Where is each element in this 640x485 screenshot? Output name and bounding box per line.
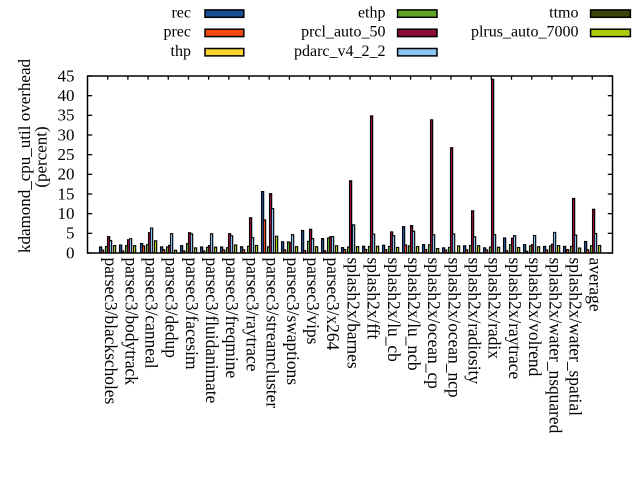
svg-text:parsec3/raytrace: parsec3/raytrace <box>242 258 262 372</box>
svg-text:splash2x/radix: splash2x/radix <box>485 258 505 360</box>
svg-text:splash2x/lu_cb: splash2x/lu_cb <box>384 258 404 363</box>
svg-text:splash2x/water_nsquared: splash2x/water_nsquared <box>545 258 565 434</box>
svg-text:splash2x/volrend: splash2x/volrend <box>525 258 545 377</box>
svg-text:5: 5 <box>66 224 75 243</box>
svg-text:splash2x/ocean_cp: splash2x/ocean_cp <box>424 258 444 390</box>
svg-text:kdamond_cpu_util overhead: kdamond_cpu_util overhead <box>15 58 34 253</box>
svg-text:plrus_auto_7000: plrus_auto_7000 <box>471 24 579 41</box>
svg-text:pdarc_v4_2_2: pdarc_v4_2_2 <box>294 43 386 60</box>
svg-text:parsec3/swaptions: parsec3/swaptions <box>283 258 303 386</box>
svg-text:10: 10 <box>58 204 75 223</box>
svg-text:prcl_auto_50: prcl_auto_50 <box>301 24 385 41</box>
svg-text:0: 0 <box>66 243 75 262</box>
svg-text:parsec3/canneal: parsec3/canneal <box>141 258 161 369</box>
svg-text:parsec3/streamcluster: parsec3/streamcluster <box>263 258 283 409</box>
svg-text:ttmo: ttmo <box>549 4 578 21</box>
svg-text:rec: rec <box>171 4 191 21</box>
svg-text:15: 15 <box>58 184 75 203</box>
svg-text:prec: prec <box>163 24 191 41</box>
svg-text:(percent): (percent) <box>32 126 51 187</box>
svg-text:splash2x/ocean_ncp: splash2x/ocean_ncp <box>444 258 464 398</box>
svg-text:splash2x/barnes: splash2x/barnes <box>343 258 363 369</box>
svg-text:20: 20 <box>58 165 75 184</box>
svg-text:splash2x/raytrace: splash2x/raytrace <box>505 258 525 380</box>
svg-text:splash2x/fft: splash2x/fft <box>364 258 384 340</box>
svg-text:parsec3/vips: parsec3/vips <box>303 258 323 345</box>
svg-text:splash2x/radiosity: splash2x/radiosity <box>465 258 485 385</box>
svg-text:splash2x/lu_ncb: splash2x/lu_ncb <box>404 258 424 371</box>
svg-text:35: 35 <box>58 106 75 125</box>
svg-text:30: 30 <box>58 125 75 144</box>
svg-text:parsec3/dedup: parsec3/dedup <box>162 258 182 359</box>
svg-text:parsec3/x264: parsec3/x264 <box>323 258 343 351</box>
svg-text:parsec3/blackscholes: parsec3/blackscholes <box>101 258 121 405</box>
svg-text:ethp: ethp <box>358 4 386 21</box>
svg-text:parsec3/freqmine: parsec3/freqmine <box>222 258 242 379</box>
svg-text:parsec3/bodytrack: parsec3/bodytrack <box>121 258 141 386</box>
svg-text:average: average <box>586 258 606 312</box>
svg-text:thp: thp <box>171 43 191 60</box>
svg-text:splash2x/water_spatial: splash2x/water_spatial <box>565 258 585 417</box>
svg-text:45: 45 <box>58 66 75 85</box>
svg-text:25: 25 <box>58 145 75 164</box>
svg-text:40: 40 <box>58 86 75 105</box>
svg-text:parsec3/facesim: parsec3/facesim <box>182 258 202 370</box>
svg-text:parsec3/fluidanimate: parsec3/fluidanimate <box>202 258 222 404</box>
